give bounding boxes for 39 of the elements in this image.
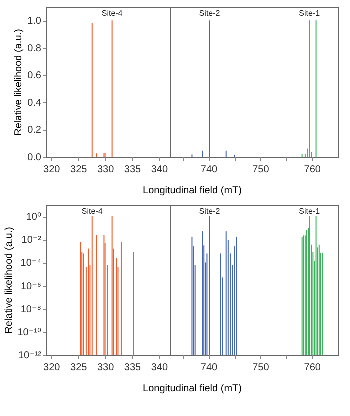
x-tick-label: 750 xyxy=(252,362,270,374)
y-tick-label: 10⁻⁶ xyxy=(20,281,42,292)
y-tick-label: 10⁻⁴ xyxy=(20,258,42,270)
x-tick-label: 330 xyxy=(97,164,115,176)
y-tick-label: 0.8 xyxy=(28,43,42,54)
y-tick-label: 0.0 xyxy=(28,152,42,164)
x-tick-label: 340 xyxy=(151,362,168,374)
x-tick-label: 760 xyxy=(304,362,322,374)
annotation: Site-2 xyxy=(199,9,221,18)
x-tick-label: 335 xyxy=(124,164,142,176)
y-axis-title: Relative likelihood (a.u.) xyxy=(4,227,15,334)
y-tick-label: 10⁻¹⁰ xyxy=(18,327,42,338)
y-tick-label: 0.4 xyxy=(28,98,42,109)
y-tick-label: 10⁻⁸ xyxy=(20,304,42,316)
x-axis-title: Longitudinal field (mT) xyxy=(143,186,242,196)
annotation: Site-4 xyxy=(102,9,124,18)
x-tick-label: 740 xyxy=(200,362,218,374)
annotation: Site-2 xyxy=(199,207,221,216)
x-tick-label: 325 xyxy=(70,164,88,176)
x-tick-label: 760 xyxy=(304,164,322,176)
x-tick-label: 335 xyxy=(124,362,142,374)
y-tick-label: 10⁰ xyxy=(26,212,42,224)
x-tick-label: 340 xyxy=(151,164,168,176)
y-tick-label: 10⁻² xyxy=(22,235,42,246)
annotation: Site-1 xyxy=(299,207,321,216)
y-tick-label: 0.6 xyxy=(28,70,42,82)
x-tick-label: 320 xyxy=(44,164,61,176)
annotation: Site-1 xyxy=(299,9,321,18)
y-axis-title: Relative likelihood (a.u.) xyxy=(14,29,25,136)
x-tick-label: 320 xyxy=(44,362,61,374)
x-tick-label: 325 xyxy=(70,362,88,374)
y-tick-label: 1.0 xyxy=(28,16,42,28)
y-tick-label: 0.2 xyxy=(28,125,42,136)
x-axis-title: Longitudinal field (mT) xyxy=(143,384,242,394)
y-tick-label: 10⁻¹² xyxy=(18,350,42,362)
annotation: Site-4 xyxy=(82,207,104,216)
x-tick-label: 740 xyxy=(200,164,218,176)
x-tick-label: 330 xyxy=(97,362,115,374)
x-tick-label: 750 xyxy=(252,164,270,176)
